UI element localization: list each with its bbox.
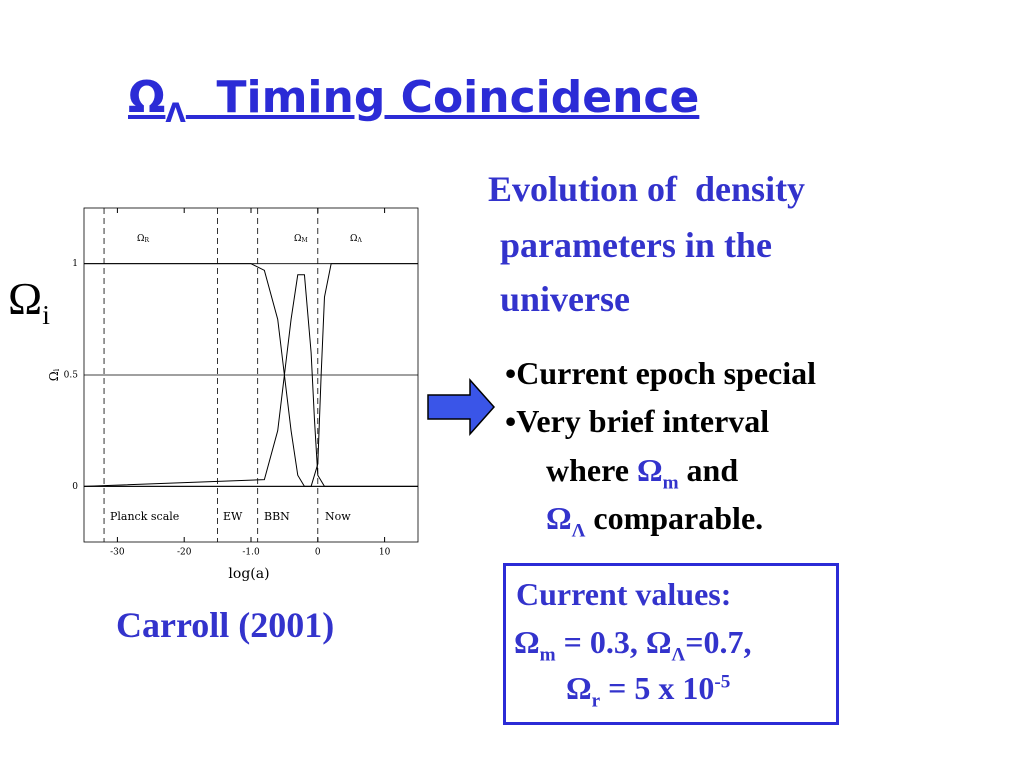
y-tick-label: 0.5	[64, 371, 79, 381]
y-tick-label: 1	[72, 259, 78, 269]
subscript: Λ	[356, 237, 362, 244]
arrow	[427, 378, 496, 436]
subscript: m	[539, 644, 556, 666]
symbol: Ω	[8, 273, 43, 324]
region-label: Now	[325, 510, 351, 523]
slide-title: ΩΛ Timing Coincidence	[128, 72, 699, 129]
region-label: EW	[223, 510, 243, 523]
x-tick-label: -30	[110, 548, 125, 558]
symbol: Ω	[350, 234, 357, 244]
bullet-line: where Ωm and	[546, 452, 738, 494]
symbol: Ω	[514, 624, 540, 660]
subscript: i	[52, 368, 61, 371]
text: = 0.3,	[555, 624, 646, 660]
x-axis-label: log(a)	[228, 566, 269, 582]
text: comparable.	[585, 500, 764, 536]
series-label: ΩΛ	[350, 234, 362, 244]
subscript: r	[591, 690, 601, 712]
symbol: Ω	[636, 452, 663, 488]
text: where	[546, 452, 637, 488]
y-tick-label: 0	[72, 482, 78, 492]
subscript: m	[662, 472, 679, 494]
region-label: BBN	[264, 510, 290, 523]
x-tick-label: 0	[315, 548, 321, 558]
symbol: Ω	[47, 371, 61, 381]
title-subscript: Λ	[165, 97, 186, 129]
bullet: •Very brief interval	[505, 403, 770, 439]
superscript: -5	[714, 671, 731, 693]
side-symbol: Ωi	[8, 272, 50, 331]
y-axis-label: Ωi	[47, 368, 62, 381]
title-symbol: Ω	[128, 72, 166, 123]
heading-line: parameters in the	[500, 225, 772, 265]
text: = 5 x 10	[600, 670, 715, 706]
region-label: Planck scale	[110, 510, 179, 523]
citation: Carroll (2001)	[116, 605, 335, 645]
subscript: M	[301, 237, 307, 244]
symbol: Ω	[566, 670, 592, 706]
series-line	[84, 263, 418, 487]
series-label: ΩM	[294, 234, 308, 244]
heading-line: universe	[500, 279, 630, 319]
symbol: Ω	[294, 234, 301, 244]
heading-line: Evolution of density	[488, 169, 806, 209]
subscript: R	[144, 237, 149, 244]
box-line: Current values:	[516, 576, 732, 612]
box-line: Ωm = 0.3, ΩΛ=0.7,	[514, 624, 751, 666]
subscript: i	[42, 299, 50, 331]
series-line	[83, 274, 418, 487]
values-box: Current values: Ωm = 0.3, ΩΛ=0.7, Ωr = 5…	[503, 563, 839, 725]
x-tick-label: -20	[177, 548, 192, 558]
x-tick-label: 10	[379, 548, 391, 558]
box-line: Ωr = 5 x 10-5	[566, 670, 730, 712]
series-label: ΩR	[137, 234, 149, 244]
bullet-line: ΩΛ comparable.	[546, 500, 763, 542]
text: and	[678, 452, 739, 488]
symbol: Ω	[546, 500, 572, 536]
symbol: Ω	[645, 624, 672, 660]
bullet: •Current epoch special	[505, 355, 817, 391]
subscript: Λ	[671, 644, 686, 666]
text: =0.7,	[685, 624, 752, 660]
subscript: Λ	[571, 520, 586, 542]
symbol: Ω	[137, 234, 144, 244]
x-tick-label: -1.0	[242, 548, 260, 558]
title-text: Timing Coincidence	[216, 72, 700, 123]
